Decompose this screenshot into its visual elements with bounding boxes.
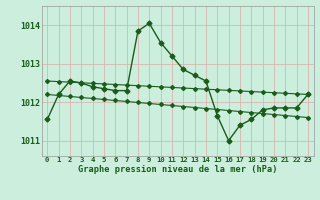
X-axis label: Graphe pression niveau de la mer (hPa): Graphe pression niveau de la mer (hPa)	[78, 165, 277, 174]
